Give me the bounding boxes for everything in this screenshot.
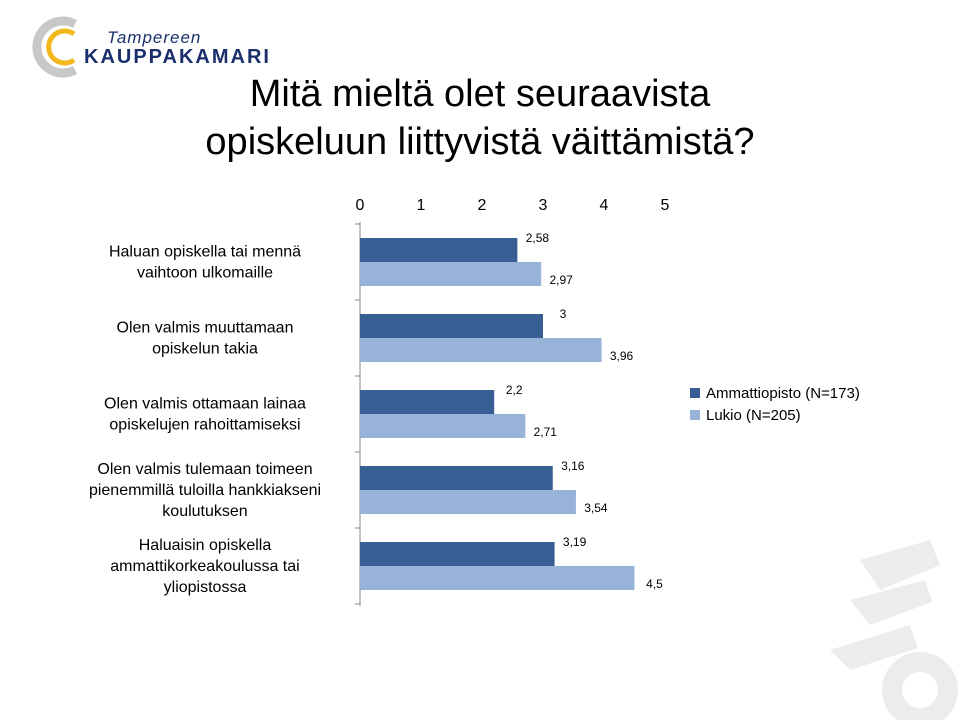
logo: Tampereen KAUPPAKAMARI xyxy=(30,14,269,80)
x-tick-label: 5 xyxy=(661,197,670,214)
category-label: opiskelujen rahoittamiseksi xyxy=(109,417,300,434)
logo-line1: Tampereen xyxy=(107,28,202,47)
data-label: 2,97 xyxy=(549,273,573,287)
category-label: Olen valmis tulemaan toimeen xyxy=(97,461,312,478)
legend-label-ammattiopisto: Ammattiopisto (N=173) xyxy=(706,384,860,402)
legend-label-lukio: Lukio (N=205) xyxy=(706,406,801,424)
chart-legend: Ammattiopisto (N=173) Lukio (N=205) xyxy=(690,382,860,426)
legend-swatch-lukio xyxy=(690,410,700,420)
category-label: opiskelun takia xyxy=(152,341,258,358)
bar xyxy=(360,542,555,566)
legend-swatch-ammattiopisto xyxy=(690,388,700,398)
category-label: Haluaisin opiskella xyxy=(139,537,272,554)
bar xyxy=(360,338,602,362)
category-label: pienemmillä tuloilla hankkiakseni xyxy=(89,482,321,499)
category-label: Haluan opiskella tai mennä xyxy=(109,244,301,261)
data-label: 3,54 xyxy=(584,501,608,515)
logo-line2: KAUPPAKAMARI xyxy=(84,46,271,68)
legend-item-lukio: Lukio (N=205) xyxy=(690,404,860,426)
data-label: 2,71 xyxy=(534,425,558,439)
data-label: 3,19 xyxy=(563,535,587,549)
category-label: Olen valmis ottamaan lainaa xyxy=(104,396,306,413)
category-label: Olen valmis muuttamaan xyxy=(117,320,294,337)
gear-watermark-icon xyxy=(830,540,958,720)
bar xyxy=(360,490,576,514)
category-label: yliopistossa xyxy=(164,579,247,596)
category-label: ammattikorkeakoulussa tai xyxy=(110,558,299,575)
category-label: vaihtoon ulkomaille xyxy=(137,265,273,282)
x-tick-label: 3 xyxy=(539,197,548,214)
data-label: 2,58 xyxy=(526,231,550,245)
page-title: Mitä mieltä olet seuraavista opiskeluun … xyxy=(130,70,830,166)
data-label: 3,96 xyxy=(610,349,634,363)
bar xyxy=(360,414,526,438)
logo-ring-icon xyxy=(32,16,78,78)
bar xyxy=(360,262,542,286)
data-label: 3,16 xyxy=(561,459,585,473)
legend-item-ammattiopisto: Ammattiopisto (N=173) xyxy=(690,382,860,404)
bar xyxy=(360,390,495,414)
bar xyxy=(360,466,553,490)
data-label: 3 xyxy=(560,307,567,321)
x-tick-label: 0 xyxy=(356,197,365,214)
x-tick-label: 4 xyxy=(600,197,609,214)
x-tick-label: 1 xyxy=(417,197,426,214)
bar xyxy=(360,314,543,338)
bar xyxy=(360,238,518,262)
x-tick-label: 2 xyxy=(478,197,487,214)
bar xyxy=(360,566,635,590)
title-line2: opiskeluun liittyvistä väittämistä? xyxy=(205,121,755,163)
data-label: 4,5 xyxy=(646,577,663,591)
data-label: 2,2 xyxy=(506,383,523,397)
title-line1: Mitä mieltä olet seuraavista xyxy=(249,73,711,115)
category-label: koulutuksen xyxy=(162,503,247,520)
